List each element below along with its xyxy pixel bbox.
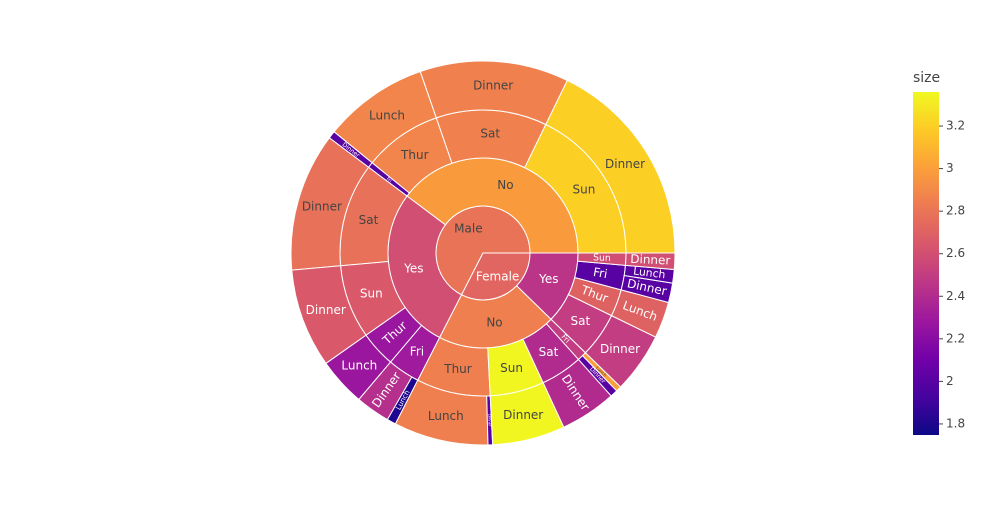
sector-label: Sat (359, 213, 379, 227)
sector-label: Fri (385, 176, 393, 184)
sector-label: Dinner (302, 200, 342, 214)
sector-label: Male (454, 222, 482, 236)
colorbar-tick-label: 1.8 (946, 416, 965, 430)
sector-label: Dinner (600, 342, 640, 356)
sector-label: Sun (593, 252, 611, 264)
colorbar-tick-label: 2.2 (946, 331, 965, 345)
sector-label: Dinner (630, 252, 671, 268)
sector-label: Dinner (503, 408, 543, 422)
colorbar (913, 92, 939, 435)
sector-label: Fri (592, 265, 608, 281)
sector-label: Dinner (487, 414, 491, 427)
colorbar-tick-label: 2.6 (946, 246, 965, 260)
sector-label: Yes (538, 272, 558, 286)
sector-label: Lunch (341, 358, 377, 372)
sector-label: Dinner (306, 303, 346, 317)
sector-label: Dinner (605, 157, 645, 171)
colorbar-tick-label: 2 (946, 374, 954, 388)
sector-label: Sun (573, 182, 596, 196)
sector-label: Sat (539, 345, 559, 359)
sector-label: Sat (571, 314, 591, 328)
sector-label: No (486, 316, 502, 330)
colorbar-tick-label: 3 (946, 161, 954, 175)
colorbar-tick-label: 2.4 (946, 289, 965, 303)
sector-label: Fri (410, 344, 424, 358)
sector-label: Lunch (428, 409, 464, 423)
sector-label: Dinner (473, 78, 513, 92)
colorbar-tick-label: 2.8 (946, 204, 965, 218)
sector-label: Lunch (369, 108, 405, 122)
sector-label: Lunch (633, 264, 667, 281)
colorbar-tick-label: 3.2 (946, 119, 965, 133)
sector-label: Sun (500, 361, 523, 375)
sector-label: Thur (443, 362, 472, 376)
sector-label: Thur (400, 148, 429, 162)
sector-label: No (497, 178, 513, 192)
sector-label: Yes (403, 261, 423, 275)
sector-label: Sun (360, 286, 383, 300)
colorbar-title: size (913, 70, 940, 86)
sunburst-sector (624, 252, 676, 271)
sector-label: Female (476, 269, 519, 283)
sector-label: Sat (480, 127, 500, 141)
